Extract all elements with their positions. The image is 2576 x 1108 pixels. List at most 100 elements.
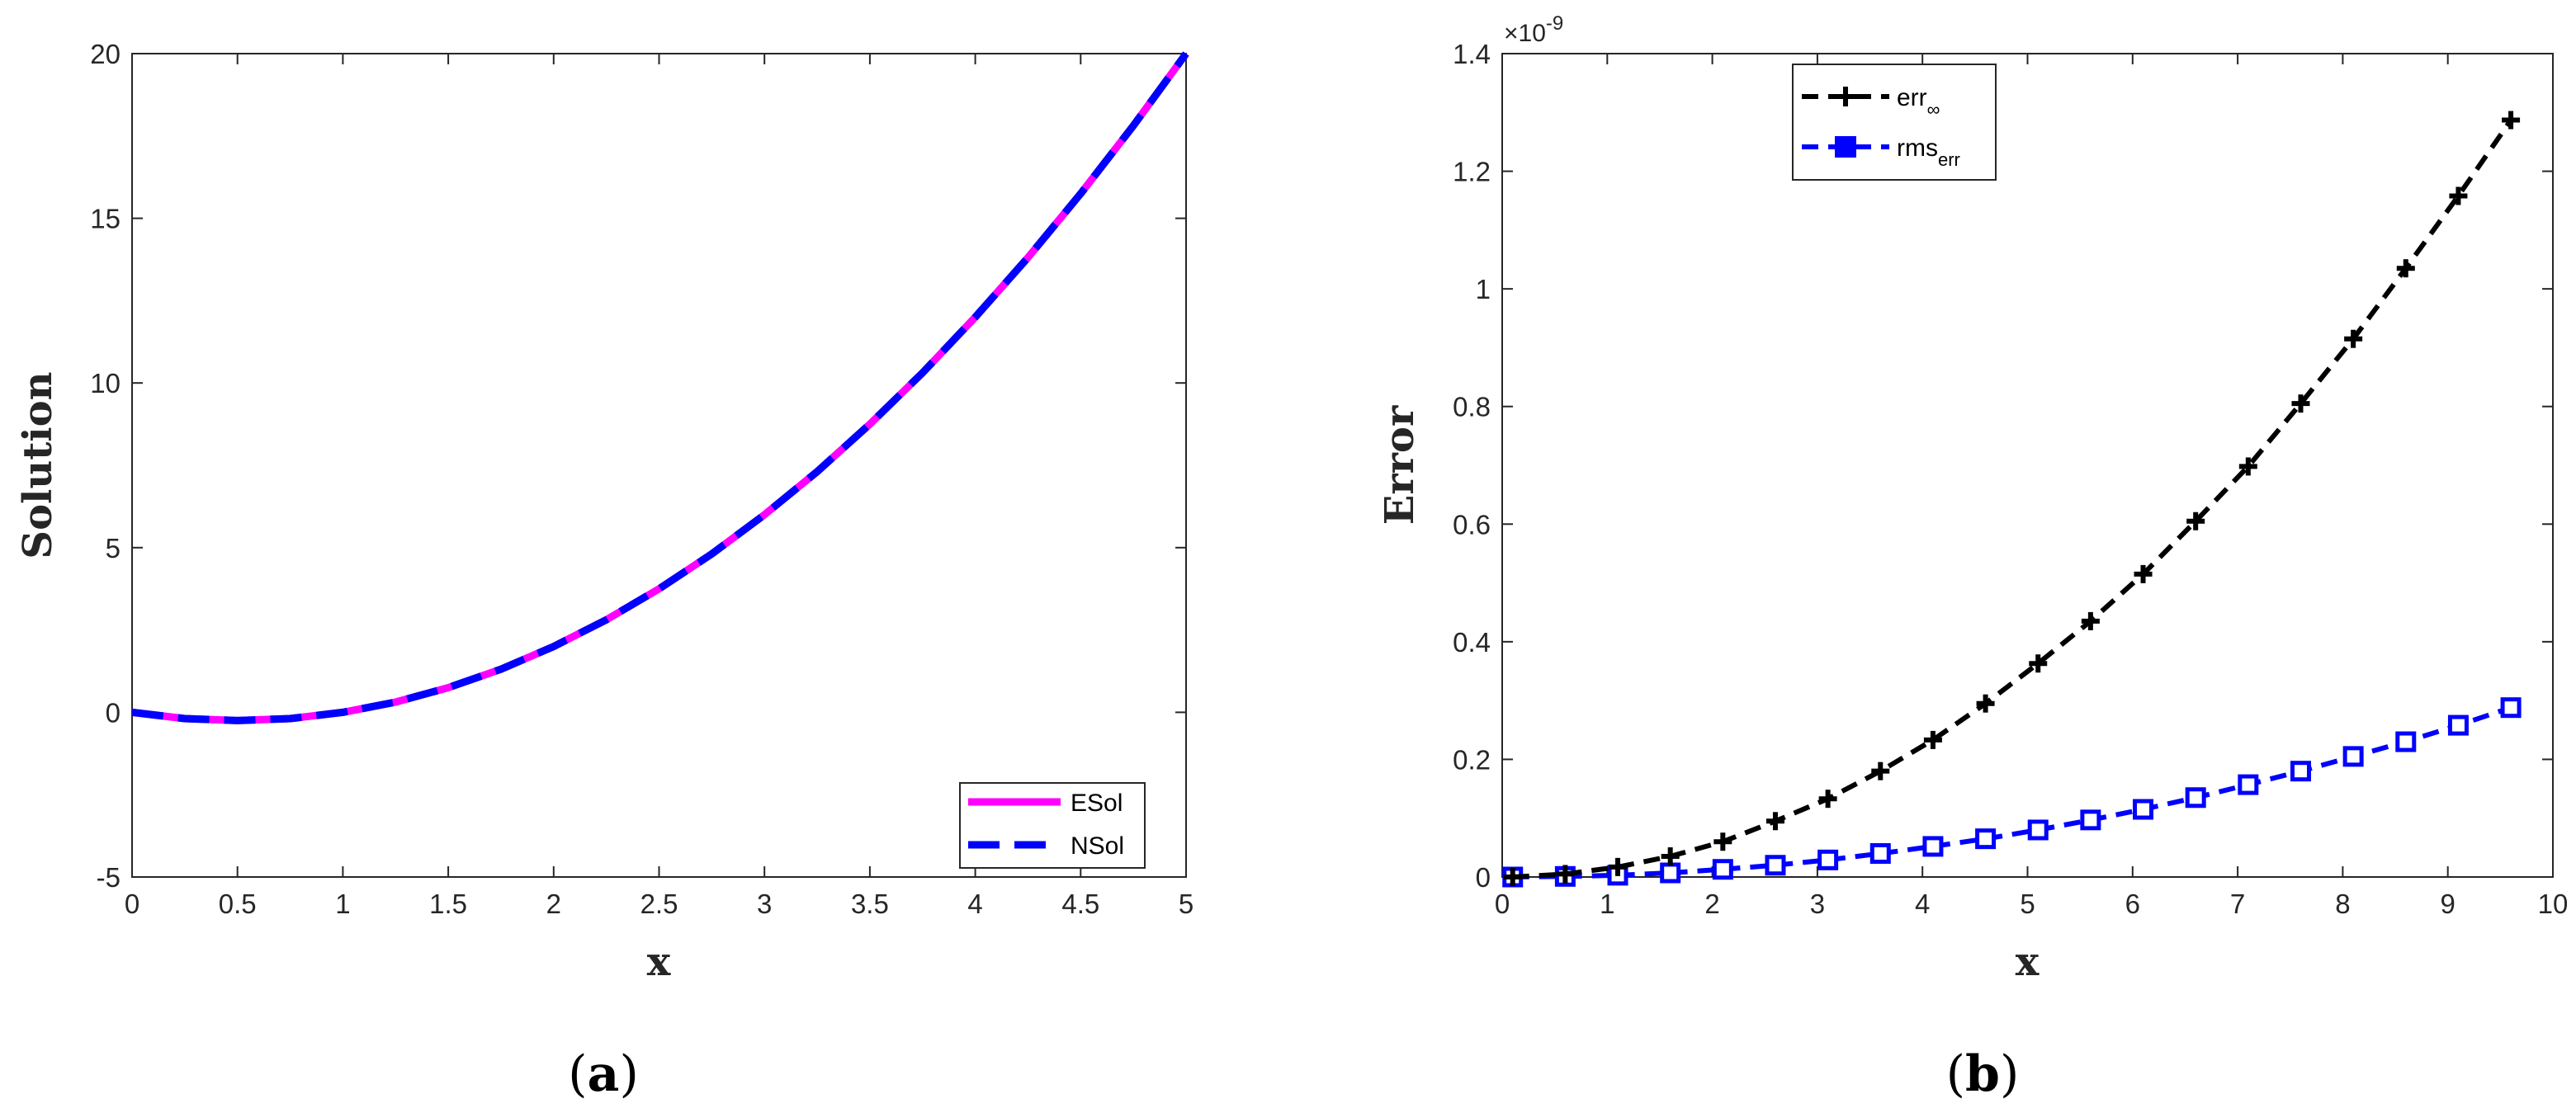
data-point-rms xyxy=(1712,859,1733,880)
x-tick-label-b: 0 xyxy=(1495,889,1510,919)
series-line-err xyxy=(1512,118,2513,879)
x-tick-label-a: 0 xyxy=(125,889,139,919)
x-tick-label-b: 5 xyxy=(2020,889,2035,919)
legend-a: ESol NSol xyxy=(959,782,1146,869)
data-point-err xyxy=(1976,694,1995,713)
x-tick-label-b: 3 xyxy=(1810,889,1825,919)
y-tick-label-b: 0.2 xyxy=(1453,744,1491,775)
data-point-rms xyxy=(2395,731,2417,752)
legend-marker-square-icon xyxy=(1835,136,1856,158)
series-line-nsol xyxy=(131,51,1189,724)
legend-box-a xyxy=(959,782,1146,869)
panel-caption-a: (a) xyxy=(568,1045,639,1103)
y-tick-label-b: 1.2 xyxy=(1453,157,1491,187)
x-tick-label-a: 3 xyxy=(757,889,772,919)
y-tick-label-a: 10 xyxy=(90,368,121,398)
plot-area-a xyxy=(131,53,1187,878)
data-point-rms xyxy=(2447,714,2469,736)
x-tick-label-a: 1.5 xyxy=(429,889,467,919)
data-point-err xyxy=(2396,259,2415,278)
tick-layer-b: 0 1 2 3 4 5 6 7 8 9 10 0 0.2 0.4 0.6 0.8 1 1.2 1.4 xyxy=(1453,39,2568,919)
y-tick-label-a: 15 xyxy=(90,204,121,234)
x-tick-label-a: 4.5 xyxy=(1061,889,1099,919)
data-point-rms xyxy=(2080,809,2101,831)
data-point-rms xyxy=(1765,855,1786,876)
y-tick-label-a: 20 xyxy=(90,39,121,69)
data-point-err xyxy=(1765,812,1784,831)
data-point-err xyxy=(2344,329,2363,348)
x-tick-label-b: 10 xyxy=(2538,889,2569,919)
legend-b: err∞ rmserr xyxy=(1792,64,1997,181)
y-exponent-base: ×10 xyxy=(1504,20,1546,47)
data-point-rms xyxy=(1922,836,1944,857)
data-point-rms xyxy=(2133,799,2154,820)
data-point-rms xyxy=(1869,842,1891,864)
data-point-err xyxy=(1609,857,1628,876)
data-point-err xyxy=(2081,611,2100,630)
data-point-rms xyxy=(1975,828,1997,850)
x-tick-label-a: 4 xyxy=(967,889,982,919)
data-point-err xyxy=(1503,868,1522,886)
legend-label-err-main: err xyxy=(1897,84,1927,111)
data-point-rms xyxy=(2500,697,2522,719)
x-tick-label-a: 5 xyxy=(1179,889,1193,919)
x-tick-label-b: 2 xyxy=(1704,889,1719,919)
x-tick-label-a: 2 xyxy=(546,889,561,919)
x-tick-label-b: 8 xyxy=(2335,889,2350,919)
legend-label-rms-main: rms xyxy=(1897,134,1938,162)
y-tick-label-b: 0 xyxy=(1476,862,1491,893)
legend-label-esol: ESol xyxy=(1071,790,1123,817)
x-tick-label-a: 1 xyxy=(335,889,350,919)
y-tick-label-b: 1 xyxy=(1476,274,1491,304)
x-tick-label-b: 6 xyxy=(2125,889,2140,919)
panel-caption-b: (b) xyxy=(1946,1045,2020,1103)
y-tick-label-a: 5 xyxy=(106,533,121,563)
y-axis-label-a: Solution xyxy=(15,371,61,559)
y-tick-label-b: 0.6 xyxy=(1453,509,1491,540)
data-point-err xyxy=(2238,457,2257,476)
legend-label-rms: rmserr xyxy=(1897,134,1960,170)
x-tick-label-b: 4 xyxy=(1915,889,1930,919)
x-tick-label-a: 3.5 xyxy=(851,889,889,919)
data-point-err xyxy=(2449,186,2468,205)
data-point-err xyxy=(2291,394,2310,413)
panel-caption-a-letter: a xyxy=(588,1045,620,1103)
x-tick-label-b: 9 xyxy=(2441,889,2455,919)
y-exponent-power: -9 xyxy=(1546,12,1563,35)
legend-label-err: err∞ xyxy=(1897,84,1940,120)
data-point-rms xyxy=(2290,761,2311,782)
panel-caption-b-letter: b xyxy=(1965,1045,2000,1103)
x-axis-label-a: x xyxy=(647,939,671,985)
data-point-rms xyxy=(2027,819,2049,841)
legend-box-b xyxy=(1792,64,1997,181)
data-point-rms xyxy=(2185,787,2206,809)
data-point-err xyxy=(1713,832,1732,851)
y-tick-label-a: -5 xyxy=(97,862,121,893)
data-point-err xyxy=(1871,761,1890,780)
data-point-rms xyxy=(2238,774,2259,795)
x-tick-label-a: 2.5 xyxy=(640,889,678,919)
legend-label-err-sub: ∞ xyxy=(1927,99,1940,120)
series-layer-b xyxy=(1502,111,2522,888)
data-point-err xyxy=(2502,111,2521,130)
x-axis-label-b: x xyxy=(2016,939,2040,985)
data-point-rms xyxy=(2342,746,2364,767)
legend-label-nsol: NSol xyxy=(1071,832,1124,860)
x-tick-label-b: 7 xyxy=(2230,889,2245,919)
chart-panel-b: 0 1 2 3 4 5 6 7 8 9 10 0 0.2 0.4 0.6 0.8 1 1.2 1.4 ×10-9 x… xyxy=(1377,12,2568,1103)
data-point-err xyxy=(2029,654,2048,673)
data-point-rms xyxy=(1660,862,1681,884)
data-point-rms xyxy=(1817,849,1839,870)
legend-label-rms-sub: err xyxy=(1938,149,1960,170)
data-point-err xyxy=(1818,790,1837,809)
data-point-err xyxy=(2186,512,2205,530)
y-tick-label-b: 0.4 xyxy=(1453,627,1491,658)
y-tick-label-a: 0 xyxy=(106,697,121,728)
x-tick-label-a: 0.5 xyxy=(219,889,257,919)
data-point-err xyxy=(1556,865,1575,884)
legend-marker-plus-icon xyxy=(1836,87,1855,106)
plot-area-b xyxy=(1501,53,2554,878)
